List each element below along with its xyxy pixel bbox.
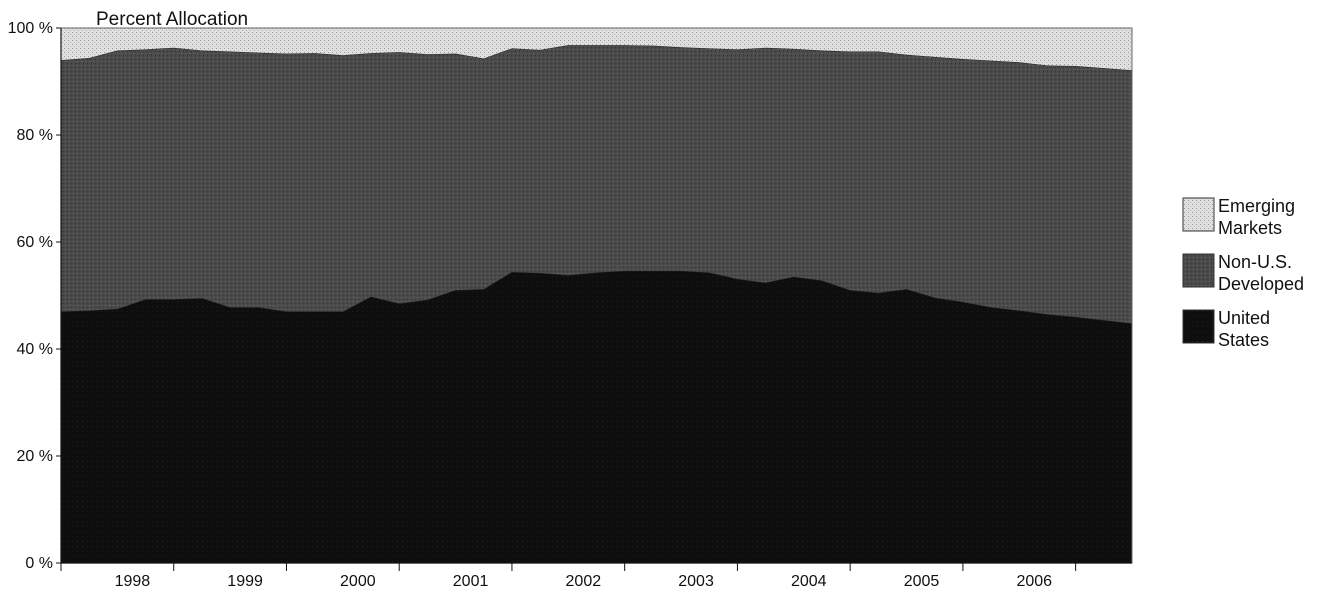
legend-label: States xyxy=(1218,330,1269,350)
legend-swatch-non-u-s-developed xyxy=(1182,253,1215,288)
area-emerging-markets xyxy=(61,28,1132,71)
area-united-states xyxy=(61,270,1132,563)
y-tick-label: 40 % xyxy=(17,341,53,358)
legend-swatch-emerging-markets xyxy=(1182,197,1215,232)
legend-label: United xyxy=(1218,308,1270,328)
plot-areas xyxy=(60,27,1133,564)
legend-label: Markets xyxy=(1218,218,1282,238)
y-tick-label: 100 % xyxy=(8,20,53,37)
chart-title: Percent Allocation xyxy=(96,9,248,30)
x-axis: 1998 1999 2000 2001 2002 2003 2004 2005 2006 xyxy=(60,562,1132,590)
x-tick-label: 2001 xyxy=(453,573,489,590)
y-tick-label: 80 % xyxy=(17,127,53,144)
y-tick-label: 60 % xyxy=(17,234,53,251)
y-axis: 0 % 20 % 40 % 60 % 80 % 100 % xyxy=(8,20,62,572)
legend-swatch-united-states xyxy=(1182,309,1215,344)
legend-label: Emerging xyxy=(1218,196,1295,216)
x-tick-label: 2003 xyxy=(678,573,714,590)
legend-label: Non-U.S. xyxy=(1218,252,1292,272)
x-tick-label: 1998 xyxy=(115,573,151,590)
y-tick-label: 0 % xyxy=(25,555,53,572)
x-tick-label: 2002 xyxy=(566,573,602,590)
x-tick-label: 2005 xyxy=(904,573,940,590)
legend-label: Developed xyxy=(1218,274,1304,294)
x-tick-label: 1999 xyxy=(227,573,263,590)
x-tick-label: 2000 xyxy=(340,573,376,590)
area-non-u-s-developed xyxy=(61,45,1132,324)
x-tick-label: 2006 xyxy=(1016,573,1052,590)
y-tick-label: 20 % xyxy=(17,448,53,465)
x-tick-label: 2004 xyxy=(791,573,827,590)
